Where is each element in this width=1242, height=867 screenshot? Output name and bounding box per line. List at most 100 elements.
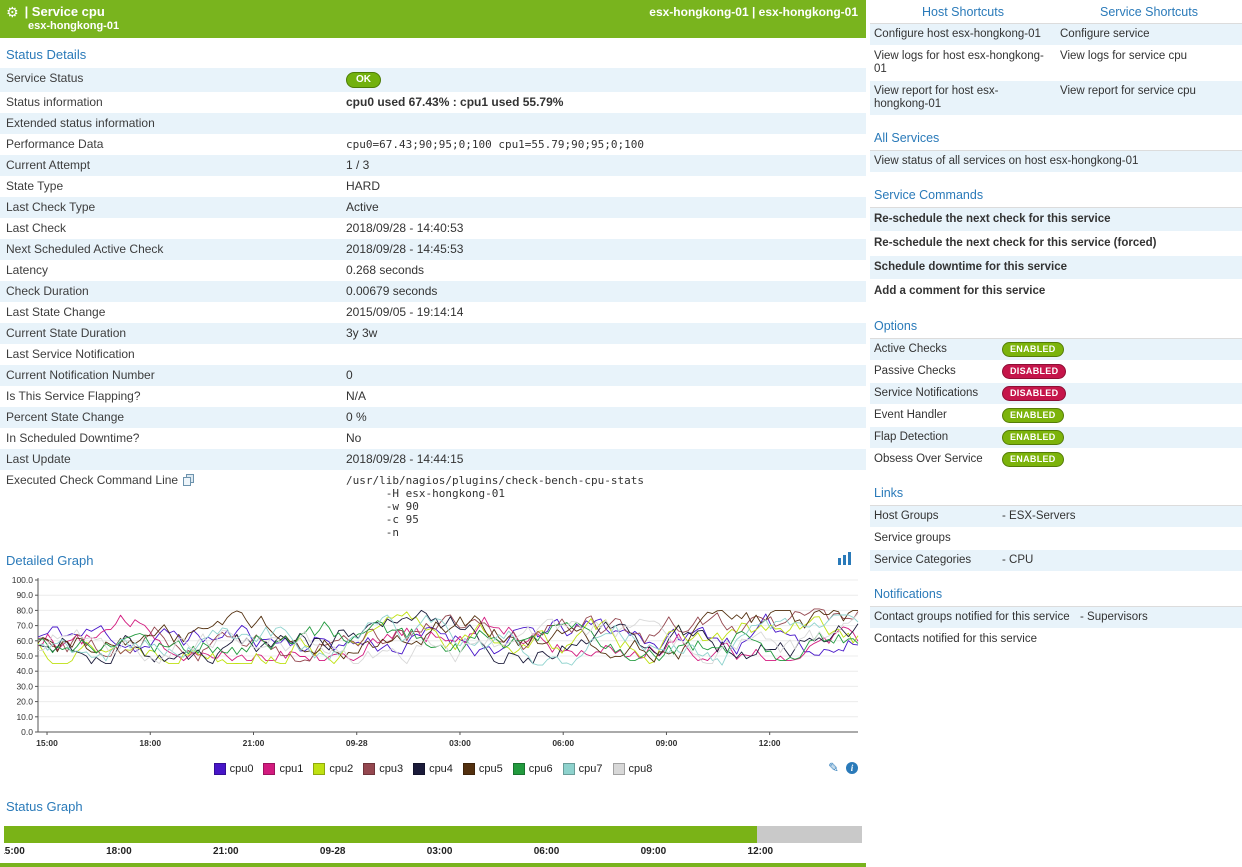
service-detail-panel: ⚙ | Service cpu esx-hongkong-01 | esx-ho… bbox=[0, 0, 866, 867]
legend-label: cpu8 bbox=[629, 763, 653, 775]
status-row-label: Latency bbox=[0, 260, 340, 281]
link-label: Service Categories bbox=[874, 554, 1002, 567]
status-details-heading[interactable]: Status Details bbox=[0, 38, 866, 68]
service-shortcut-link[interactable]: View logs for service cpu bbox=[1056, 46, 1242, 80]
status-row-value bbox=[340, 344, 866, 365]
option-label: Service Notifications bbox=[874, 387, 1002, 400]
svg-text:18:00: 18:00 bbox=[139, 738, 161, 748]
page-title: | Service cpu bbox=[25, 4, 105, 19]
copy-icon[interactable] bbox=[183, 474, 194, 489]
table-row: Status informationcpu0 used 67.43% : cpu… bbox=[0, 92, 866, 113]
status-row-value: 0 % bbox=[340, 407, 866, 428]
bar-chart-icon[interactable] bbox=[838, 552, 852, 568]
legend-label: cpu7 bbox=[579, 763, 603, 775]
all-services-link[interactable]: View status of all services on host esx-… bbox=[870, 151, 1242, 173]
legend-item: cpu8 bbox=[613, 763, 653, 775]
option-label: Obsess Over Service bbox=[874, 453, 1002, 466]
svg-text:20.0: 20.0 bbox=[16, 697, 33, 707]
link-label: Host Groups bbox=[874, 510, 1002, 523]
table-row: Percent State Change0 % bbox=[0, 407, 866, 428]
legend-item: cpu1 bbox=[263, 763, 303, 775]
chart-legend: cpu0cpu1cpu2cpu3cpu4cpu5cpu6cpu7cpu8 bbox=[0, 760, 866, 778]
table-row: Performance Datacpu0=67.43;90;95;0;100 c… bbox=[0, 134, 866, 155]
legend-item: cpu2 bbox=[313, 763, 353, 775]
status-row-value: 0 bbox=[340, 365, 866, 386]
notification-label: Contact groups notified for this service bbox=[874, 611, 1080, 624]
option-row: Active ChecksENABLED bbox=[870, 339, 1242, 361]
legend-swatch bbox=[463, 763, 475, 775]
status-graph-heading[interactable]: Status Graph bbox=[0, 790, 866, 820]
status-row-value: 0.00679 seconds bbox=[340, 281, 866, 302]
options-heading[interactable]: Options bbox=[870, 315, 1242, 338]
notifications-heading[interactable]: Notifications bbox=[870, 583, 1242, 606]
option-state-badge: DISABLED bbox=[1002, 364, 1066, 379]
service-command-link[interactable]: Re-schedule the next check for this serv… bbox=[870, 208, 1242, 232]
table-row: Current Notification Number0 bbox=[0, 365, 866, 386]
option-badge-cell: ENABLED bbox=[1002, 408, 1238, 423]
check-command-text: /usr/lib/nagios/plugins/check-bench-cpu-… bbox=[346, 474, 860, 539]
legend-item: cpu4 bbox=[413, 763, 453, 775]
svg-text:09:00: 09:00 bbox=[656, 738, 678, 748]
service-command-link[interactable]: Re-schedule the next check for this serv… bbox=[870, 232, 1242, 256]
option-badge-cell: ENABLED bbox=[1002, 452, 1238, 467]
legend-label: cpu5 bbox=[479, 763, 503, 775]
svg-text:15:00: 15:00 bbox=[36, 738, 58, 748]
axis-tick-label: 21:00 bbox=[213, 846, 239, 857]
option-state-badge: ENABLED bbox=[1002, 408, 1064, 423]
svg-text:40.0: 40.0 bbox=[16, 666, 33, 676]
table-row: In Scheduled Downtime?No bbox=[0, 428, 866, 449]
status-row-label: Current Notification Number bbox=[0, 365, 340, 386]
status-row-value bbox=[340, 113, 866, 134]
table-row: Check Duration0.00679 seconds bbox=[0, 281, 866, 302]
table-row: Current State Duration3y 3w bbox=[0, 323, 866, 344]
legend-item: cpu3 bbox=[363, 763, 403, 775]
status-row-value: 2015/09/05 - 19:14:14 bbox=[340, 302, 866, 323]
option-state-badge: ENABLED bbox=[1002, 452, 1064, 467]
svg-text:60.0: 60.0 bbox=[16, 636, 33, 646]
detailed-graph-heading[interactable]: Detailed Graph bbox=[6, 553, 93, 568]
service-shortcut-link[interactable]: Configure service bbox=[1056, 24, 1242, 45]
link-value[interactable]: - CPU bbox=[1002, 554, 1238, 567]
host-shortcut-link[interactable]: Configure host esx-hongkong-01 bbox=[870, 24, 1056, 45]
link-value[interactable]: - ESX-Servers bbox=[1002, 510, 1238, 523]
svg-text:12:00: 12:00 bbox=[759, 738, 781, 748]
option-badge-cell: ENABLED bbox=[1002, 430, 1238, 445]
service-command-link[interactable]: Add a comment for this service bbox=[870, 280, 1242, 304]
service-shortcuts-heading[interactable]: Service Shortcuts bbox=[1056, 5, 1242, 19]
notification-value: - Supervisors bbox=[1080, 611, 1238, 624]
status-row-label: Check Duration bbox=[0, 281, 340, 302]
legend-item: cpu7 bbox=[563, 763, 603, 775]
header-hostname: esx-hongkong-01 bbox=[0, 20, 866, 32]
status-row-value: OK bbox=[340, 68, 866, 92]
host-shortcuts-heading[interactable]: Host Shortcuts bbox=[870, 5, 1056, 19]
option-badge-cell: DISABLED bbox=[1002, 386, 1238, 401]
gear-icon[interactable]: ⚙ bbox=[6, 5, 19, 19]
host-shortcut-link[interactable]: View logs for host esx-hongkong-01 bbox=[870, 46, 1056, 80]
link-label: Service groups bbox=[874, 532, 1002, 545]
axis-tick-label: 15:00 bbox=[4, 846, 25, 857]
info-icon[interactable]: i bbox=[846, 762, 858, 774]
link-value[interactable] bbox=[1002, 532, 1238, 545]
bottom-green-strip bbox=[0, 863, 866, 867]
shortcut-row: View logs for host esx-hongkong-01View l… bbox=[870, 46, 1242, 81]
status-row-label: Last State Change bbox=[0, 302, 340, 323]
all-services-heading[interactable]: All Services bbox=[870, 127, 1242, 150]
host-shortcut-link[interactable]: View report for host esx-hongkong-01 bbox=[870, 81, 1056, 115]
links-heading[interactable]: Links bbox=[870, 482, 1242, 505]
svg-text:100.0: 100.0 bbox=[12, 575, 34, 585]
legend-swatch bbox=[214, 763, 226, 775]
edit-graph-icon[interactable]: ✎ bbox=[828, 761, 839, 775]
legend-item: cpu0 bbox=[214, 763, 254, 775]
status-row-value: 2018/09/28 - 14:44:15 bbox=[340, 449, 866, 470]
option-row: Flap DetectionENABLED bbox=[870, 427, 1242, 449]
option-row: Passive ChecksDISABLED bbox=[870, 361, 1242, 383]
service-commands-heading[interactable]: Service Commands bbox=[870, 184, 1242, 207]
service-command-link[interactable]: Schedule downtime for this service bbox=[870, 256, 1242, 280]
service-shortcut-link[interactable]: View report for service cpu bbox=[1056, 81, 1242, 115]
legend-label: cpu2 bbox=[329, 763, 353, 775]
header-host-service: esx-hongkong-01 | esx-hongkong-01 bbox=[649, 5, 858, 19]
notifications-table: Contact groups notified for this service… bbox=[870, 606, 1242, 651]
status-row-label: In Scheduled Downtime? bbox=[0, 428, 340, 449]
table-row: Next Scheduled Active Check2018/09/28 - … bbox=[0, 239, 866, 260]
legend-swatch bbox=[263, 763, 275, 775]
